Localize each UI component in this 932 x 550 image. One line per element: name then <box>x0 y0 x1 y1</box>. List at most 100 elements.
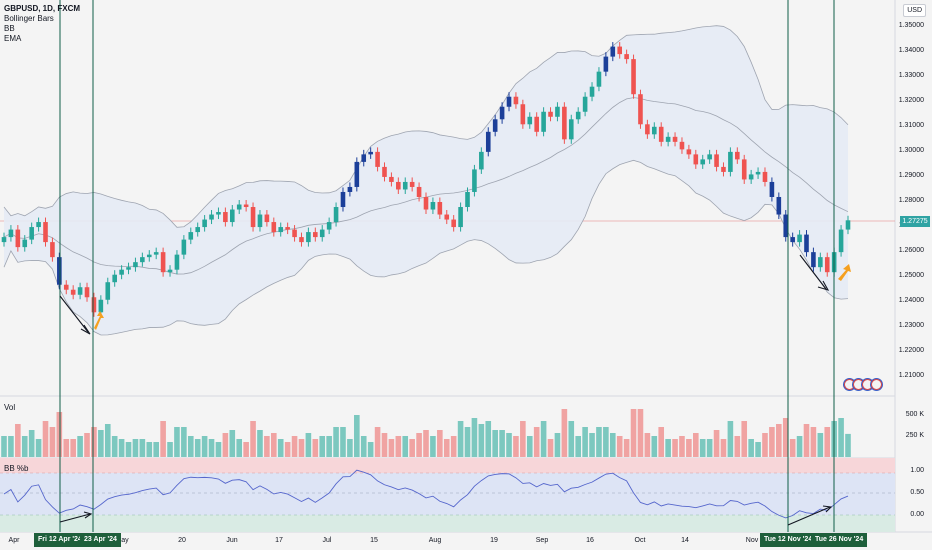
bbpct-arrow-left <box>59 513 91 523</box>
volume-bar <box>312 439 319 457</box>
currency-button[interactable]: USD <box>903 4 926 17</box>
volume-bar <box>575 436 581 457</box>
indicator-bb[interactable]: BB <box>4 24 15 33</box>
volume-bar <box>651 436 658 457</box>
price-bar <box>658 126 664 142</box>
price-bar <box>430 202 436 210</box>
price-bar <box>319 229 325 238</box>
price-bar <box>769 181 775 197</box>
volume-bar <box>561 409 568 457</box>
volume-bar <box>630 409 637 457</box>
price-bar <box>112 274 117 283</box>
event-flag-icon[interactable] <box>871 379 882 390</box>
price-bars <box>1 42 851 317</box>
price-bar <box>804 234 809 253</box>
time-axis-label: May <box>115 537 129 544</box>
price-bar <box>589 86 595 97</box>
price-bar <box>236 204 242 210</box>
price-bar <box>299 237 304 243</box>
time-axis-label: Jul <box>322 537 332 544</box>
price-bar <box>84 287 90 298</box>
price-bar <box>91 297 97 313</box>
price-axis-label: 1.22000 <box>898 347 924 355</box>
volume-bar <box>762 433 768 457</box>
volume-bar <box>769 427 775 457</box>
volume-bar <box>243 442 249 457</box>
volume-bar <box>354 415 360 457</box>
arrow-head-left-icon <box>80 324 91 335</box>
indicator-ema[interactable]: EMA <box>4 34 22 43</box>
bbpct-pane-label[interactable]: BB %b <box>4 464 29 473</box>
price-bar <box>354 161 360 187</box>
volume-bar <box>284 442 291 457</box>
price-bar <box>257 214 263 228</box>
volume-bar <box>347 439 353 457</box>
volume-bar <box>582 427 588 457</box>
volume-bar <box>679 436 685 457</box>
price-bar <box>499 106 505 120</box>
volume-bar <box>181 427 187 457</box>
bbpct-arrow-head-right-icon <box>822 505 833 513</box>
price-bar <box>492 119 498 132</box>
price-bar <box>472 169 477 192</box>
volume-bar <box>838 418 844 457</box>
price-axis-label: 1.29000 <box>898 171 924 179</box>
time-highlight-apr23: 23 Apr '24 <box>80 533 121 547</box>
volume-axis-label: 250 K <box>905 432 924 439</box>
volume-bars <box>1 409 851 457</box>
symbol-line[interactable]: GBPUSD, 1D, FXCM <box>4 4 81 13</box>
price-axis-label: 1.21000 <box>898 372 924 380</box>
price-bar <box>603 56 609 72</box>
price-bar <box>748 174 754 180</box>
volume-bar <box>706 439 713 457</box>
price-bar <box>575 111 581 120</box>
volume-pane-label[interactable]: Vol <box>4 403 16 412</box>
price-bar <box>818 257 823 268</box>
price-bar <box>389 176 394 182</box>
indicator-bollinger-bars[interactable]: Bollinger Bars <box>4 14 54 23</box>
volume-bar <box>153 442 159 457</box>
volume-bar <box>70 439 76 457</box>
price-bar <box>741 159 747 180</box>
time-axis-label: Nov <box>745 537 759 544</box>
volume-bar <box>160 421 166 457</box>
price-bar <box>271 222 277 233</box>
time-axis-label: 14 <box>681 537 689 544</box>
economic-events[interactable] <box>844 379 882 390</box>
volume-bar <box>125 442 132 457</box>
volume-bar <box>367 442 374 457</box>
price-bar <box>402 181 408 190</box>
price-bar <box>444 214 450 220</box>
price-bar <box>77 287 83 295</box>
price-bar <box>195 227 201 233</box>
volume-bar <box>146 442 153 457</box>
price-bar <box>50 242 55 258</box>
time-highlight-apr12: Fri 12 Apr '24 <box>34 533 86 547</box>
chart-legend: GBPUSD, 1D, FXCM Bollinger Bars BB EMA <box>4 4 80 44</box>
price-bar <box>465 191 470 208</box>
volume-bar <box>333 427 339 457</box>
volume-bar <box>810 427 817 457</box>
price-bar <box>63 284 69 290</box>
price-bar <box>686 149 692 155</box>
volume-bar <box>623 439 630 457</box>
bollinger-upper-line <box>3 25 849 228</box>
price-axis-label: 1.23000 <box>898 322 924 330</box>
price-bar <box>645 124 650 135</box>
price-bar <box>57 257 62 285</box>
volume-bar <box>430 436 436 457</box>
price-bar <box>755 171 761 175</box>
price-axis-label: 1.35000 <box>898 21 924 29</box>
price-bar <box>458 207 463 228</box>
volume-bar <box>291 436 298 457</box>
price-bar <box>423 196 429 210</box>
volume-bar <box>513 436 519 457</box>
volume-bar <box>360 436 367 457</box>
price-axis-label: 1.31000 <box>898 121 924 129</box>
divergence-line-left <box>59 295 89 333</box>
orange-up-arrow-right-icon <box>838 264 851 281</box>
volume-bar <box>402 436 409 457</box>
price-bar <box>437 202 443 215</box>
volume-bar <box>526 436 533 457</box>
